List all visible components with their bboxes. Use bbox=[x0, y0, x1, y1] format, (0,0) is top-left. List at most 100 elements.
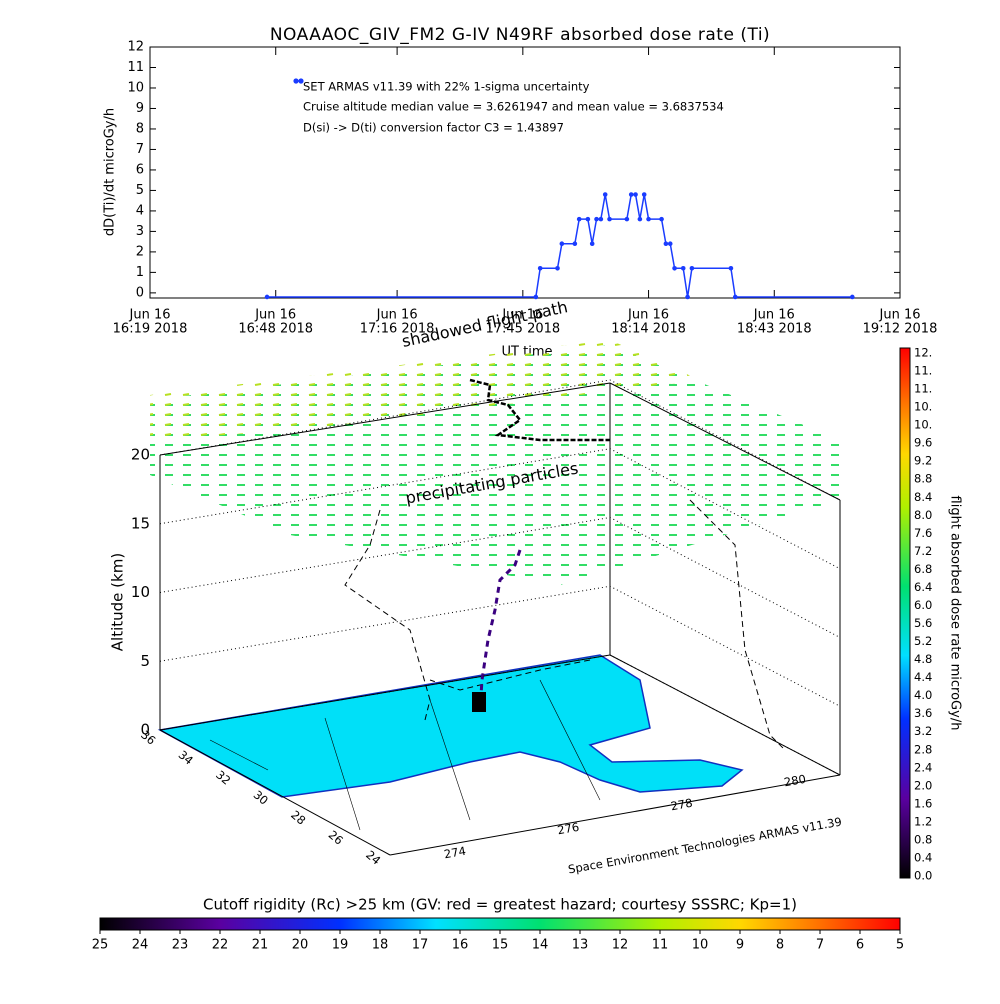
colorbar-tick-label: 12 bbox=[612, 938, 629, 953]
particle-field-high bbox=[150, 340, 700, 440]
colorbar-tick-label: 9.2 bbox=[914, 454, 932, 468]
data-point bbox=[555, 265, 560, 271]
longitude-label: 278 bbox=[670, 796, 694, 814]
grid-line bbox=[159, 585, 841, 707]
data-point bbox=[689, 265, 695, 271]
y-tick-label: 1 bbox=[136, 265, 144, 280]
colorbar-label: flight absorbed dose rate microGy/h bbox=[948, 496, 963, 731]
z-axis-label: Altitude (km) bbox=[109, 553, 127, 651]
data-point bbox=[850, 294, 855, 300]
colorbar-tick-label: 6.8 bbox=[914, 562, 932, 576]
colorbar-tick-label: 4.4 bbox=[914, 670, 932, 684]
z-tick-label: 5 bbox=[140, 652, 150, 670]
airport-cluster bbox=[472, 692, 486, 712]
data-point bbox=[646, 216, 651, 222]
x-tick-label: 16:19 2018 bbox=[113, 322, 188, 337]
map-grid bbox=[209, 739, 269, 771]
colorbar-tick-label: 9.6 bbox=[914, 436, 932, 450]
map-grid bbox=[539, 679, 601, 801]
colorbar-tick-label: 17 bbox=[412, 938, 429, 953]
colorbar-tick-label: 11. bbox=[914, 364, 932, 378]
colorbar-tick-label: 1.2 bbox=[914, 814, 932, 828]
data-point bbox=[572, 241, 578, 247]
data-point bbox=[602, 192, 608, 197]
annotation: D(si) -> D(ti) conversion factor C3 = 1.… bbox=[303, 121, 564, 135]
legend-label: SET ARMAS v11.39 with 22% 1-sigma uncert… bbox=[303, 80, 590, 94]
map-land bbox=[157, 654, 744, 798]
map-grid bbox=[324, 717, 361, 831]
annotation: Cruise altitude median value = 3.6261947… bbox=[303, 100, 724, 114]
legend-marker bbox=[298, 78, 304, 84]
grid-line bbox=[159, 448, 841, 570]
data-point bbox=[633, 192, 638, 197]
x-tick-label: 16:48 2018 bbox=[238, 322, 313, 337]
y-tick-label: 0 bbox=[136, 285, 144, 300]
x-tick-label: Jun 16 bbox=[129, 308, 171, 323]
grid-line bbox=[159, 516, 841, 638]
x-tick-label: Jun 16 bbox=[879, 308, 921, 323]
y-axis-label: dD(Ti)/dt microGy/h bbox=[103, 108, 118, 236]
colorbar-tick-label: 2.4 bbox=[914, 760, 932, 774]
colorbar-tick-label: 10. bbox=[914, 418, 932, 432]
legend-marker bbox=[293, 78, 299, 84]
x-tick-label: Jun 16 bbox=[627, 308, 669, 323]
longitude-label: 280 bbox=[783, 772, 807, 790]
z-tick-label: 15 bbox=[131, 514, 150, 532]
colorbar-tick-label: 8.0 bbox=[914, 508, 932, 522]
x-tick-label: 18:43 2018 bbox=[737, 322, 812, 337]
y-tick-label: 5 bbox=[136, 183, 144, 198]
colorbar-tick-label: 8.4 bbox=[914, 490, 932, 504]
flight-descent bbox=[478, 549, 522, 711]
y-tick-label: 8 bbox=[136, 121, 144, 136]
data-point bbox=[732, 294, 738, 300]
data-point bbox=[589, 241, 595, 247]
latitude-label: 24 bbox=[363, 848, 383, 868]
colorbar-tick-label: 18 bbox=[372, 938, 389, 953]
x-tick-label: 17:16 2018 bbox=[360, 322, 435, 337]
data-point bbox=[559, 241, 565, 247]
flight-path bbox=[469, 378, 610, 442]
data-point bbox=[637, 216, 643, 222]
colorbar-tick-label: 0.0 bbox=[914, 869, 932, 883]
colorbar-tick-label: 4.0 bbox=[914, 688, 932, 702]
colorbar-tick-label: 4.8 bbox=[914, 652, 932, 666]
x-tick-label: Jun 16 bbox=[753, 308, 795, 323]
latitude-label: 34 bbox=[176, 748, 196, 768]
latitude-label: 32 bbox=[213, 768, 233, 788]
data-point bbox=[264, 294, 270, 300]
latitude-label: 28 bbox=[288, 808, 308, 828]
colorbar-tick-label: 7.6 bbox=[914, 526, 932, 540]
map-grid bbox=[429, 699, 471, 821]
data-point bbox=[594, 216, 599, 222]
annotation: Space Environment Technologies ARMAS v11… bbox=[567, 815, 843, 877]
colorbar-tick-label: 5.6 bbox=[914, 616, 932, 630]
colorbar-tick-label: 8 bbox=[776, 938, 784, 953]
z-tick-label: 20 bbox=[131, 446, 150, 464]
colorbar-tick-label: 16 bbox=[452, 938, 469, 953]
dose-colorbar bbox=[899, 347, 911, 879]
data-point bbox=[533, 294, 539, 300]
colorbar-tick-label: 5 bbox=[896, 938, 904, 953]
colorbar-tick-label: 13 bbox=[572, 938, 589, 953]
colorbar-tick-label: 0.4 bbox=[914, 850, 932, 864]
data-point bbox=[607, 216, 612, 222]
colorbar-title: Cutoff rigidity (Rc) >25 km (GV: red = g… bbox=[203, 896, 797, 914]
x-tick-label: 19:12 2018 bbox=[863, 322, 938, 337]
data-point bbox=[680, 265, 686, 271]
y-tick-label: 6 bbox=[136, 162, 144, 177]
data-point bbox=[537, 265, 543, 271]
colorbar-tick-label: 5.2 bbox=[914, 634, 932, 648]
longitude-label: 276 bbox=[556, 820, 580, 838]
colorbar-tick-label: 21 bbox=[252, 938, 269, 953]
data-point bbox=[598, 216, 604, 222]
colorbar-tick-label: 8.8 bbox=[914, 472, 932, 486]
latitude-label: 26 bbox=[326, 828, 346, 848]
colorbar-tick-label: 9 bbox=[736, 938, 744, 953]
colorbar-tick-label: 1.6 bbox=[914, 796, 932, 810]
colorbar-tick-label: 7.2 bbox=[914, 544, 932, 558]
data-point bbox=[728, 265, 734, 271]
colorbar-tick-label: 6 bbox=[856, 938, 864, 953]
data-point bbox=[628, 192, 634, 197]
data-point bbox=[663, 241, 669, 247]
